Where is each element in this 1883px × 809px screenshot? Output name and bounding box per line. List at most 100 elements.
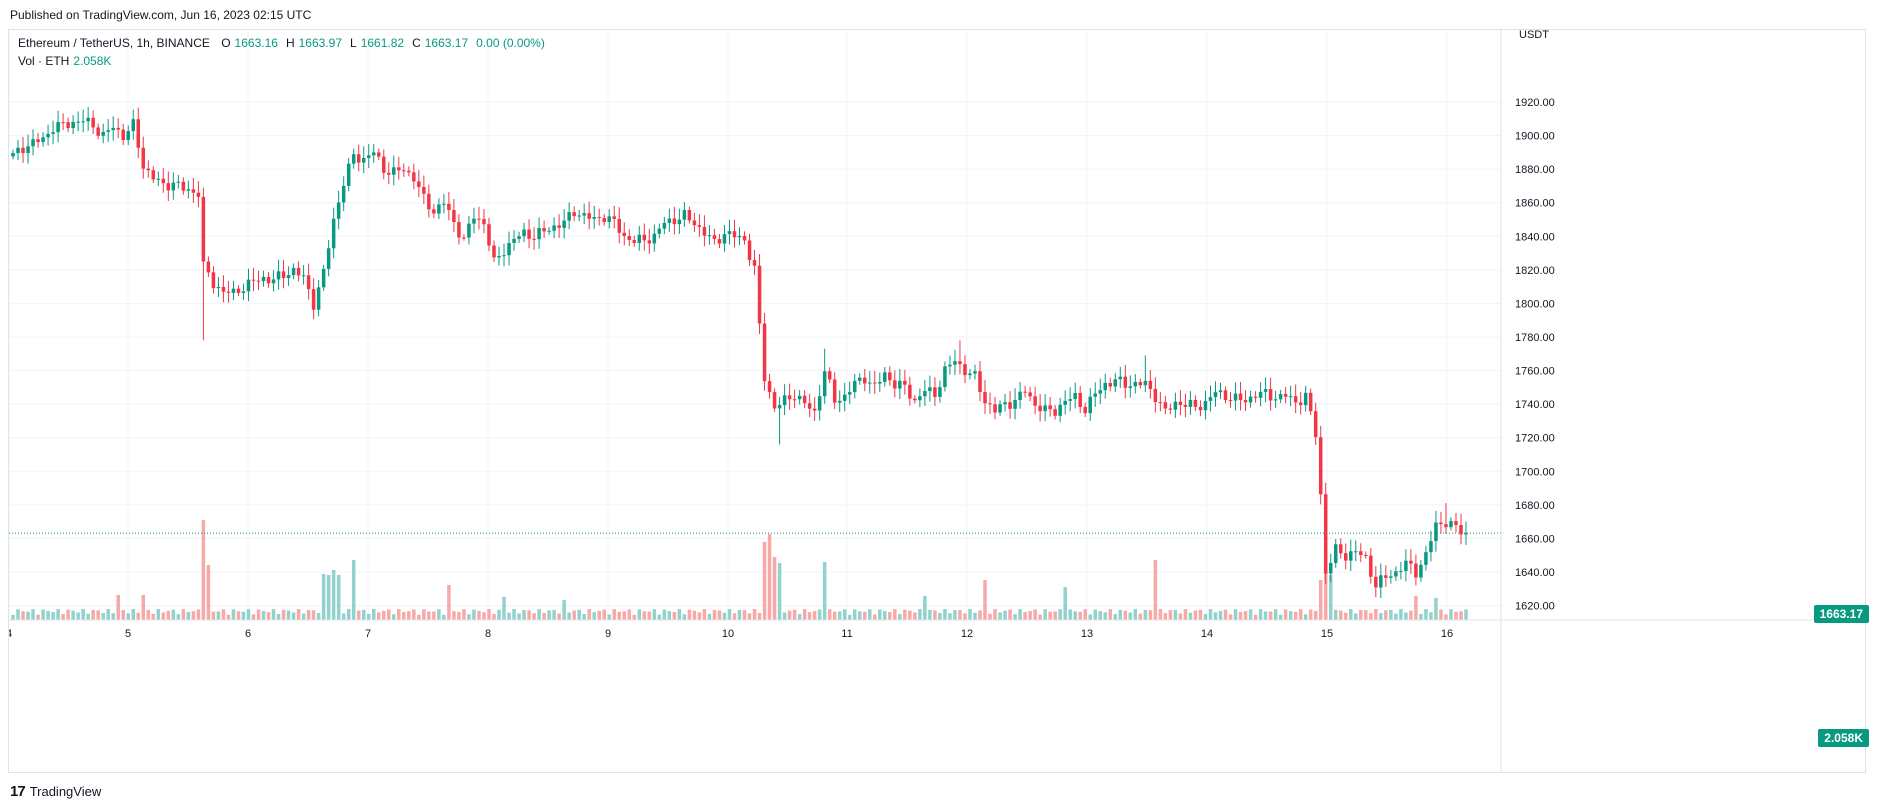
volume-bar (432, 611, 436, 620)
volume-bar (382, 610, 386, 620)
candle-body (948, 364, 952, 367)
symbol-label[interactable]: Ethereum / TetherUS, 1h, BINANCE (18, 36, 210, 50)
volume-bar (1028, 611, 1032, 620)
candle-body (266, 276, 271, 284)
candle-body (647, 240, 652, 244)
candle-body (161, 178, 166, 184)
volume-bar (221, 609, 226, 620)
candle-body (687, 210, 692, 221)
volume-bar (1203, 613, 1208, 620)
footer-brand[interactable]: 17 TradingView (10, 783, 101, 800)
volume-bar (837, 611, 842, 620)
volume-bar (1003, 610, 1007, 620)
candle-body (211, 272, 216, 289)
volume-bar (993, 609, 997, 620)
volume-bar (617, 611, 622, 620)
y-tick-label: 1720.00 (1515, 433, 1555, 445)
volume-bar (246, 609, 251, 620)
candle-body (1414, 563, 1418, 578)
brand-name: TradingView (29, 784, 102, 799)
candle-body (417, 181, 421, 187)
volume-bar (141, 595, 146, 620)
candle-body (742, 235, 747, 241)
volume-bar (1023, 611, 1027, 620)
candle-body (1323, 494, 1328, 574)
volume-bars (11, 520, 1468, 620)
volume-bar (797, 614, 802, 620)
candle-body (1158, 402, 1163, 404)
candle-body (1178, 401, 1183, 405)
candle-body (422, 186, 426, 194)
candle-body (512, 238, 516, 243)
volume-bar (256, 609, 261, 620)
volume-bar (321, 574, 326, 620)
volume-bar (1424, 609, 1428, 620)
candle-body (1258, 391, 1263, 398)
chart-frame[interactable]: 1620.00 1640.00 1660.00 1680.00 1700.00 1720.… (8, 29, 1866, 773)
candle-body (532, 238, 536, 240)
candle-body (231, 288, 236, 293)
candle-body (1188, 400, 1193, 407)
candle-body (1068, 399, 1072, 401)
volume-bar (146, 609, 151, 620)
volume-bar (1198, 609, 1203, 620)
volume-bar (1013, 614, 1017, 620)
candle-body (96, 127, 100, 136)
volume-bar (301, 613, 306, 620)
candle-body (747, 240, 752, 261)
candle-body (1364, 555, 1368, 557)
volume-label[interactable]: Vol · ETH (18, 54, 70, 68)
candle-body (1374, 576, 1378, 588)
candle-body (617, 218, 622, 233)
candle-body (91, 117, 95, 128)
volume-bar (1083, 609, 1087, 620)
volume-bar (772, 557, 777, 620)
volume-bar (822, 562, 827, 620)
candle-body (923, 391, 927, 397)
volume-bar (487, 609, 491, 620)
candle-body (732, 231, 737, 238)
candle-body (607, 216, 611, 222)
candle-body (567, 212, 571, 221)
candle-body (1248, 396, 1253, 403)
volume-bar (1213, 612, 1218, 620)
candle-body (1253, 396, 1258, 398)
volume-bar (1364, 610, 1368, 620)
volume-bar (26, 611, 30, 620)
candle-body (692, 220, 697, 226)
volume-bar (988, 613, 992, 620)
candle-body (1459, 524, 1463, 535)
candle-body (802, 395, 807, 404)
candle-body (817, 396, 822, 411)
y-tick-label: 1900.00 (1515, 131, 1555, 143)
volume-bar (1208, 609, 1213, 620)
candle-body (777, 405, 782, 409)
volume-bar (552, 609, 556, 620)
volume-bar (71, 610, 75, 620)
y-tick-label: 1820.00 (1515, 265, 1555, 277)
volume-bar (402, 611, 406, 620)
volume-bar (1143, 609, 1148, 620)
candle-body (1399, 570, 1403, 572)
volume-bar (341, 613, 346, 620)
candle-body (101, 131, 105, 136)
volume-bar (1093, 609, 1097, 620)
volume-bar (948, 613, 952, 620)
candlestick-chart[interactable]: 1620.00 1640.00 1660.00 1680.00 1700.00 1720.… (9, 30, 1865, 772)
y-tick-label: 1700.00 (1515, 466, 1555, 478)
candle-body (908, 384, 912, 399)
volume-bar (361, 609, 366, 620)
candle-body (737, 235, 742, 238)
candle-body (1043, 405, 1047, 412)
candle-body (1088, 396, 1092, 414)
volume-bar (963, 613, 967, 620)
volume-bar (1123, 610, 1128, 620)
candle-body (517, 236, 521, 239)
volume-bar (667, 611, 672, 620)
candle-body (397, 167, 401, 171)
candle-body (827, 371, 832, 380)
volume-bar (507, 612, 511, 620)
volume-bar (1394, 613, 1398, 620)
candle-body (1268, 389, 1273, 401)
volume-bar (11, 615, 15, 620)
